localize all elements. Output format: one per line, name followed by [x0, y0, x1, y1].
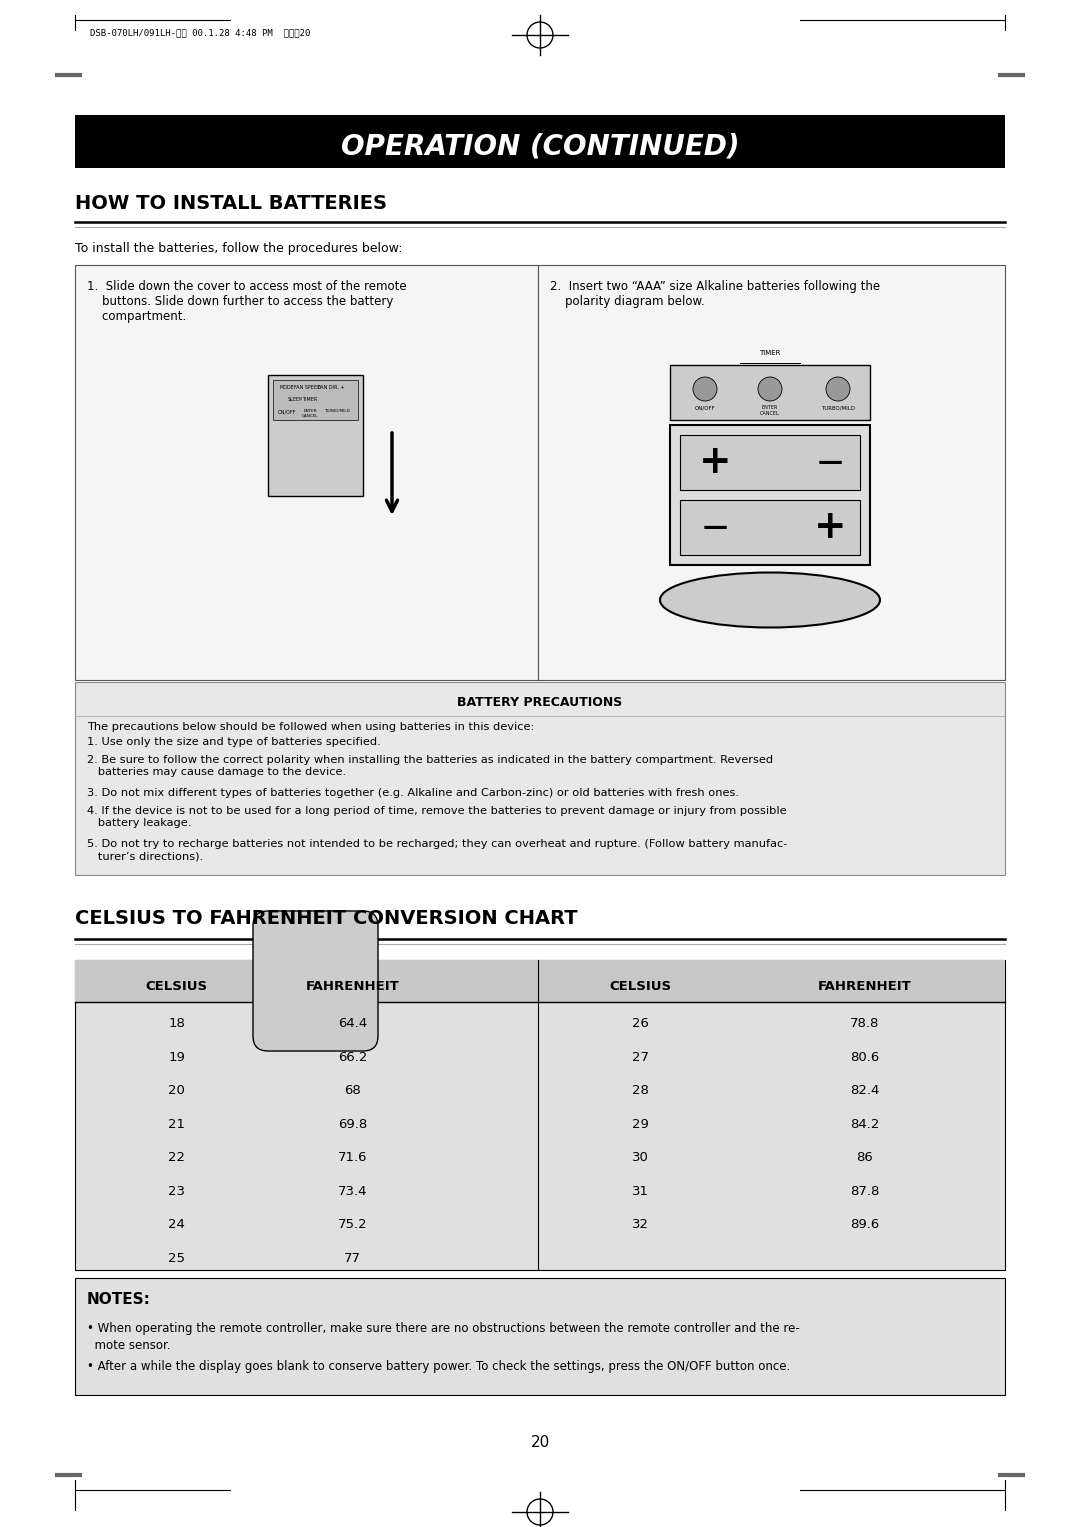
- Text: HOW TO INSTALL BATTERIES: HOW TO INSTALL BATTERIES: [75, 194, 387, 212]
- Text: 3. Do not mix different types of batteries together (e.g. Alkaline and Carbon-zi: 3. Do not mix different types of batteri…: [87, 788, 739, 799]
- Text: 68: 68: [345, 1084, 361, 1098]
- Text: 32: 32: [632, 1219, 649, 1231]
- Text: The precautions below should be followed when using batteries in this device:: The precautions below should be followed…: [87, 722, 535, 731]
- Ellipse shape: [660, 573, 880, 628]
- Bar: [75, 683, 1005, 875]
- Bar: [75, 960, 1005, 1270]
- Text: 78.8: 78.8: [850, 1017, 879, 1031]
- Text: 89.6: 89.6: [850, 1219, 879, 1231]
- Text: ENTER
CANCEL: ENTER CANCEL: [760, 405, 780, 415]
- Text: 31: 31: [632, 1185, 649, 1197]
- Text: 69.8: 69.8: [338, 1118, 367, 1132]
- Text: 73.4: 73.4: [338, 1185, 367, 1197]
- Text: 29: 29: [632, 1118, 649, 1132]
- Bar: [680, 499, 860, 554]
- Text: ON/OFF: ON/OFF: [694, 405, 715, 411]
- Text: 2.  Insert two “AAA” size Alkaline batteries following the
    polarity diagram : 2. Insert two “AAA” size Alkaline batter…: [550, 279, 880, 308]
- Bar: [268, 376, 363, 496]
- Text: TIMER: TIMER: [759, 350, 781, 356]
- Bar: [75, 960, 1005, 1002]
- Circle shape: [758, 377, 782, 402]
- Text: 20: 20: [530, 1435, 550, 1451]
- Bar: [75, 1278, 1005, 1396]
- Text: 66.2: 66.2: [338, 1051, 367, 1064]
- Text: 80.6: 80.6: [850, 1051, 879, 1064]
- Text: 18: 18: [168, 1017, 186, 1031]
- Text: To install the batteries, follow the procedures below:: To install the batteries, follow the pro…: [75, 241, 403, 255]
- Text: 1.  Slide down the cover to access most of the remote
    buttons. Slide down fu: 1. Slide down the cover to access most o…: [87, 279, 407, 324]
- Text: +: +: [699, 443, 731, 481]
- Text: FAN DIR. +: FAN DIR. +: [318, 385, 345, 389]
- Text: OPERATION (CONTINUED): OPERATION (CONTINUED): [341, 131, 739, 160]
- Text: MODE: MODE: [280, 385, 295, 389]
- Text: BATTERY PRECAUTIONS: BATTERY PRECAUTIONS: [457, 696, 623, 709]
- Text: CELSIUS: CELSIUS: [610, 979, 672, 993]
- Text: +: +: [813, 508, 847, 547]
- Text: 86: 86: [856, 1151, 874, 1164]
- Circle shape: [693, 377, 717, 402]
- Text: 22: 22: [168, 1151, 186, 1164]
- Text: TURBO/MILD: TURBO/MILD: [821, 405, 855, 411]
- Text: 25: 25: [168, 1252, 186, 1264]
- Text: 28: 28: [632, 1084, 649, 1098]
- Text: 75.2: 75.2: [338, 1219, 367, 1231]
- Text: ENTER
CANCEL: ENTER CANCEL: [301, 409, 319, 417]
- Text: TURBO/MILD: TURBO/MILD: [324, 409, 350, 412]
- Text: FAHRENHEIT: FAHRENHEIT: [306, 979, 400, 993]
- Circle shape: [826, 377, 850, 402]
- Text: DSB-070LH/091LH-굴급 00.1.28 4:48 PM  페이지20: DSB-070LH/091LH-굴급 00.1.28 4:48 PM 페이지20: [90, 27, 310, 37]
- Text: 26: 26: [632, 1017, 649, 1031]
- Text: 5. Do not try to recharge batteries not intended to be recharged; they can overh: 5. Do not try to recharge batteries not …: [87, 838, 787, 861]
- Text: 71.6: 71.6: [338, 1151, 367, 1164]
- Text: 84.2: 84.2: [850, 1118, 879, 1132]
- Text: 19: 19: [168, 1051, 186, 1064]
- Text: —: —: [702, 515, 728, 539]
- Bar: [670, 365, 870, 420]
- Text: 82.4: 82.4: [850, 1084, 879, 1098]
- Text: 1. Use only the size and type of batteries specified.: 1. Use only the size and type of batteri…: [87, 738, 381, 747]
- Text: 23: 23: [168, 1185, 186, 1197]
- FancyBboxPatch shape: [253, 912, 378, 1051]
- Bar: [538, 266, 1005, 680]
- Text: 21: 21: [168, 1118, 186, 1132]
- Text: FAHRENHEIT: FAHRENHEIT: [818, 979, 912, 993]
- Text: ON/OFF: ON/OFF: [278, 409, 296, 414]
- Bar: [670, 425, 870, 565]
- Text: —: —: [818, 450, 842, 473]
- Text: 64.4: 64.4: [338, 1017, 367, 1031]
- Text: • After a while the display goes blank to conserve battery power. To check the s: • After a while the display goes blank t…: [87, 1361, 791, 1373]
- Text: FAN SPEED: FAN SPEED: [294, 385, 321, 389]
- Text: 87.8: 87.8: [850, 1185, 879, 1197]
- Text: 24: 24: [168, 1219, 186, 1231]
- Text: 4. If the device is not to be used for a long period of time, remove the batteri: 4. If the device is not to be used for a…: [87, 806, 786, 829]
- Text: 27: 27: [632, 1051, 649, 1064]
- Text: CELSIUS: CELSIUS: [146, 979, 208, 993]
- Text: SLEEP: SLEEP: [287, 397, 302, 402]
- Text: 20: 20: [168, 1084, 186, 1098]
- Text: 30: 30: [632, 1151, 649, 1164]
- Bar: [75, 115, 1005, 168]
- Text: • When operating the remote controller, make sure there are no obstructions betw: • When operating the remote controller, …: [87, 1322, 800, 1351]
- Bar: [273, 380, 357, 420]
- Text: TIMER: TIMER: [302, 397, 318, 402]
- Text: CELSIUS TO FAHRENHEIT CONVERSION CHART: CELSIUS TO FAHRENHEIT CONVERSION CHART: [75, 909, 578, 928]
- Text: NOTES:: NOTES:: [87, 1292, 151, 1307]
- Text: 77: 77: [345, 1252, 362, 1264]
- Text: 2. Be sure to follow the correct polarity when installing the batteries as indic: 2. Be sure to follow the correct polarit…: [87, 754, 773, 777]
- Bar: [75, 266, 538, 680]
- Bar: [680, 435, 860, 490]
